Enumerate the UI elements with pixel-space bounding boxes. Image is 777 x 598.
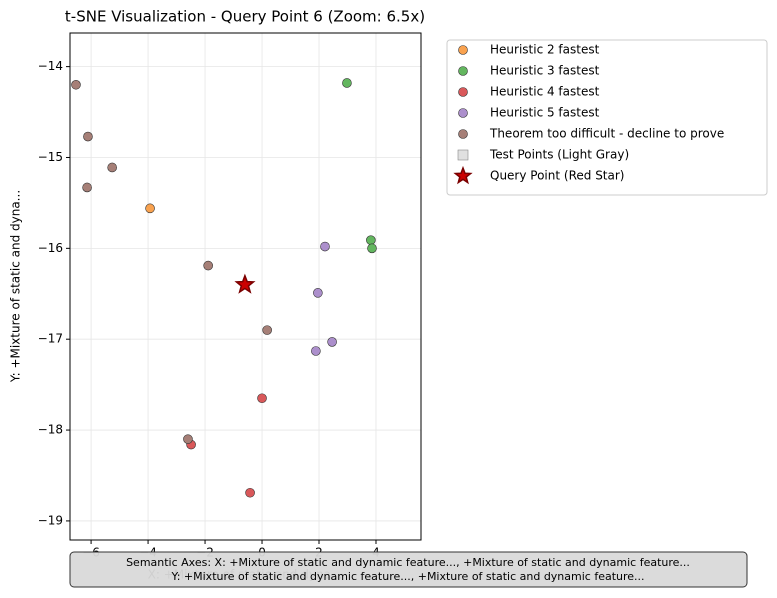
legend-marker xyxy=(457,149,469,161)
legend-marker xyxy=(458,66,468,76)
data-point xyxy=(145,203,155,214)
data-point xyxy=(71,79,81,90)
data-point xyxy=(327,337,337,347)
legend-label: Heuristic 2 fastest xyxy=(490,43,600,57)
data-point xyxy=(367,243,377,254)
data-point xyxy=(342,78,352,88)
annotation-box xyxy=(69,551,748,588)
data-point xyxy=(320,241,330,252)
legend-label: Heuristic 4 fastest xyxy=(490,85,600,99)
data-point xyxy=(366,235,376,245)
data-point xyxy=(234,273,256,294)
data-point xyxy=(245,487,255,498)
y-axis-label: Y: +Mixture of static and dyna... xyxy=(9,190,23,383)
annotation-text: Y: +Mixture of static and dynamic featur… xyxy=(170,570,644,583)
legend-marker xyxy=(453,165,473,185)
legend-box xyxy=(446,39,768,196)
data-point xyxy=(83,131,93,142)
legend-label: Test Points (Light Gray) xyxy=(489,148,629,162)
legend-marker xyxy=(458,108,468,118)
data-point xyxy=(262,325,272,335)
legend-label: Heuristic 3 fastest xyxy=(490,64,600,78)
legend-marker xyxy=(458,45,468,55)
data-point xyxy=(257,393,267,404)
y-tick-label: −15 xyxy=(38,150,63,164)
data-point xyxy=(183,434,193,444)
legend-label: Query Point (Red Star) xyxy=(490,169,624,183)
y-tick-label: −19 xyxy=(38,513,63,527)
legend-label: Theorem too difficult - decline to prove xyxy=(489,127,724,141)
legend-marker xyxy=(458,129,468,139)
annotation-text: Semantic Axes: X: +Mixture of static and… xyxy=(126,556,690,569)
data-point xyxy=(203,260,213,271)
y-tick-label: −16 xyxy=(38,241,63,255)
y-tick-label: −18 xyxy=(38,423,63,437)
chart-title: t-SNE Visualization - Query Point 6 (Zoo… xyxy=(65,8,425,26)
data-point xyxy=(313,288,323,298)
data-point xyxy=(107,162,117,173)
data-point xyxy=(311,346,321,356)
legend-marker xyxy=(458,87,468,97)
legend-label: Heuristic 5 fastest xyxy=(490,106,600,120)
y-tick-label: −17 xyxy=(38,332,63,346)
plot-frame xyxy=(69,32,422,541)
data-point xyxy=(82,182,92,193)
y-tick-label: −14 xyxy=(38,59,63,73)
